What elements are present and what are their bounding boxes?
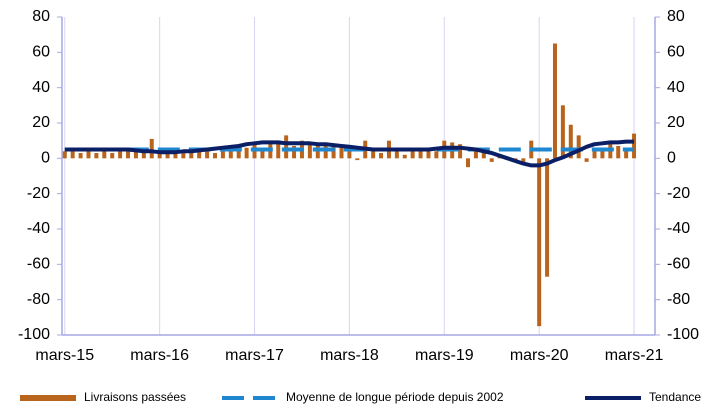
bar [133, 151, 138, 159]
bar [466, 158, 471, 168]
y2-tick-label: 40 [667, 79, 685, 96]
y2-tick-label: -20 [667, 185, 690, 202]
bar [624, 149, 629, 159]
x-tick-label: mars-18 [320, 347, 379, 364]
bar [307, 142, 312, 159]
x-tick-label: mars-19 [415, 347, 474, 364]
bar [149, 138, 154, 159]
bar [537, 158, 542, 327]
bar [402, 154, 407, 159]
bar [347, 149, 352, 159]
bar [426, 147, 431, 159]
legend-label: Moyenne de longue période depuis 2002 [286, 390, 504, 404]
bar [339, 147, 344, 159]
bar [521, 158, 526, 162]
bar [545, 158, 550, 277]
y-tick-label: 60 [32, 44, 50, 61]
bar [379, 153, 384, 159]
bar [284, 135, 289, 159]
y-tick-label: -20 [27, 185, 50, 202]
bar [418, 149, 423, 159]
bar [371, 149, 376, 159]
bar [236, 151, 241, 159]
bar [568, 124, 573, 159]
bar [244, 147, 249, 159]
y-tick-label: 20 [32, 114, 50, 131]
bar [94, 153, 99, 159]
y2-tick-label: 80 [667, 8, 685, 25]
y-tick-label: -40 [27, 220, 50, 237]
bar [600, 149, 605, 159]
bar [434, 151, 439, 159]
bar [260, 149, 265, 159]
bar [616, 145, 621, 159]
legend-swatch [20, 395, 76, 401]
bar [292, 145, 297, 159]
bar [410, 149, 415, 159]
y-tick-label: -100 [18, 326, 50, 343]
legend-label: Livraisons passées [84, 390, 186, 404]
y2-tick-label: -40 [667, 220, 690, 237]
bar [141, 151, 146, 159]
bar [592, 149, 597, 159]
bar [632, 133, 637, 159]
bar [86, 151, 91, 159]
bar [584, 158, 589, 162]
bar [78, 153, 83, 159]
y2-tick-label: 0 [667, 150, 676, 167]
y2-tick-label: -60 [667, 256, 690, 273]
y-tick-label: 0 [41, 150, 50, 167]
bar [70, 151, 75, 159]
bar [181, 151, 186, 159]
x-tick-label: mars-20 [510, 347, 569, 364]
bar [157, 151, 162, 159]
bar [560, 105, 565, 159]
bar [189, 153, 194, 159]
y-tick-label: 80 [32, 8, 50, 25]
bar [473, 147, 478, 159]
y-tick-label: -60 [27, 256, 50, 273]
bar [197, 149, 202, 159]
y-tick-label: -80 [27, 291, 50, 308]
y2-tick-label: -80 [667, 291, 690, 308]
bar [576, 135, 581, 159]
x-tick-label: mars-21 [605, 347, 664, 364]
x-tick-label: mars-17 [225, 347, 284, 364]
line-series [64, 139, 634, 168]
bar [126, 149, 131, 159]
bar [110, 153, 115, 159]
bar [315, 145, 320, 159]
bar [458, 144, 463, 159]
bar [102, 151, 107, 159]
y2-tick-label: 60 [667, 44, 685, 61]
bar [489, 158, 494, 162]
legend-label: Tendance [649, 390, 701, 404]
y2-tick-label: -100 [667, 326, 699, 343]
bar [394, 151, 399, 159]
bar [481, 153, 486, 159]
bar [62, 151, 67, 159]
x-tick-label: mars-15 [35, 347, 94, 364]
y-tick-label: 40 [32, 79, 50, 96]
bar [552, 43, 557, 159]
bar [165, 153, 170, 159]
bar [220, 149, 225, 159]
bar [212, 153, 217, 159]
y2-tick-label: 20 [667, 114, 685, 131]
bar [355, 158, 360, 161]
bar [276, 140, 281, 159]
bar [173, 153, 178, 159]
bar [228, 147, 233, 159]
x-tick-label: mars-16 [130, 347, 189, 364]
bar [205, 151, 210, 159]
bar [118, 151, 123, 159]
